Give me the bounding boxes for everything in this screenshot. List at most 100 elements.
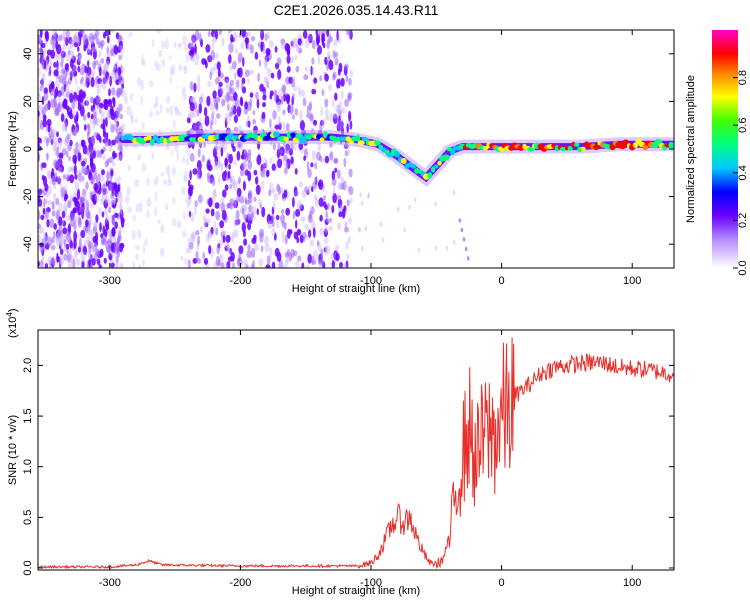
noise-mark (230, 105, 234, 111)
noise-mark (338, 101, 343, 111)
noise-mark (114, 117, 118, 126)
noise-mark (204, 222, 209, 228)
noise-mark (51, 210, 56, 217)
noise-mark (146, 209, 150, 219)
noise-mark (236, 101, 241, 108)
noise-mark (232, 229, 238, 238)
noise-mark (217, 156, 221, 162)
noise-mark (318, 179, 324, 191)
noise-mark (38, 94, 42, 103)
noise-mark (228, 54, 232, 64)
noise-mark (198, 103, 202, 114)
noise-mark (214, 77, 221, 85)
noise-mark (196, 160, 202, 171)
noise-mark (92, 60, 97, 70)
noise-mark (109, 75, 112, 87)
noise-mark (324, 98, 329, 108)
noise-mark (289, 55, 295, 64)
noise-mark (266, 255, 271, 265)
noise-mark (247, 149, 252, 157)
noise-mark (284, 42, 290, 52)
noise-mark (220, 147, 224, 157)
noise-mark (225, 85, 231, 92)
noise-mark (130, 92, 133, 103)
noise-mark (116, 249, 121, 258)
noise-mark (271, 261, 276, 268)
noise-mark (59, 239, 63, 247)
noise-mark (67, 223, 71, 235)
noise-mark (262, 94, 267, 101)
noise-mark (292, 210, 296, 220)
noise-mark (74, 181, 80, 192)
noise-mark (231, 87, 235, 96)
noise-mark (95, 248, 101, 257)
snr-x-tick-label: 0 (499, 577, 505, 589)
noise-mark (190, 212, 195, 222)
noise-mark (189, 102, 195, 112)
spectrogram-y-axis-title: Frequency (Hz) (7, 111, 19, 187)
noise-mark (103, 63, 107, 71)
noise-mark (303, 74, 309, 81)
noise-mark (303, 155, 306, 161)
noise-mark (313, 194, 318, 201)
noise-mark (211, 110, 215, 117)
noise-mark (49, 58, 53, 67)
noise-mark (337, 68, 341, 76)
noise-mark (323, 201, 327, 208)
noise-mark (170, 64, 176, 76)
noise-mark (41, 162, 47, 169)
noise-mark (89, 96, 94, 104)
noise-mark (107, 184, 113, 191)
noise-mark (73, 238, 77, 249)
noise-mark (69, 92, 74, 104)
noise-mark (240, 143, 244, 151)
noise-mark (280, 38, 286, 45)
noise-mark (344, 63, 349, 70)
noise-mark (266, 169, 270, 177)
noise-mark (61, 123, 65, 132)
noise-mark (123, 92, 128, 102)
noise-mark (183, 94, 188, 101)
noise-mark (106, 220, 109, 230)
noise-mark (110, 193, 115, 199)
noise-mark (214, 161, 220, 170)
noise-mark (347, 235, 351, 244)
noise-mark (68, 36, 73, 45)
noise-mark (82, 245, 88, 256)
noise-mark (290, 142, 294, 152)
noise-mark (191, 231, 197, 240)
noise-mark (139, 201, 143, 213)
noise-mark (107, 99, 113, 107)
noise-mark (46, 137, 50, 144)
noise-mark (361, 246, 364, 252)
noise-mark (290, 79, 296, 88)
noise-mark (63, 84, 67, 92)
noise-mark (157, 219, 161, 225)
noise-mark (69, 38, 75, 49)
signal-point (482, 146, 489, 151)
noise-mark (284, 234, 288, 245)
noise-mark (72, 215, 78, 224)
noise-mark (334, 57, 339, 66)
noise-mark (212, 189, 217, 200)
noise-mark (188, 242, 194, 250)
noise-mark (291, 114, 295, 120)
noise-mark (111, 160, 116, 167)
noise-mark (213, 63, 218, 71)
noise-mark (118, 154, 123, 161)
noise-mark (171, 149, 174, 157)
noise-mark (52, 177, 56, 186)
noise-mark (119, 113, 124, 120)
noise-mark (295, 219, 298, 229)
noise-mark (237, 52, 243, 63)
noise-mark (176, 107, 179, 115)
noise-mark (207, 175, 211, 183)
noise-mark (325, 210, 329, 219)
noise-mark (63, 185, 68, 195)
noise-mark (65, 243, 70, 250)
noise-mark (229, 183, 232, 190)
noise-mark (215, 101, 219, 112)
noise-mark (236, 106, 241, 117)
noise-mark (86, 235, 91, 243)
